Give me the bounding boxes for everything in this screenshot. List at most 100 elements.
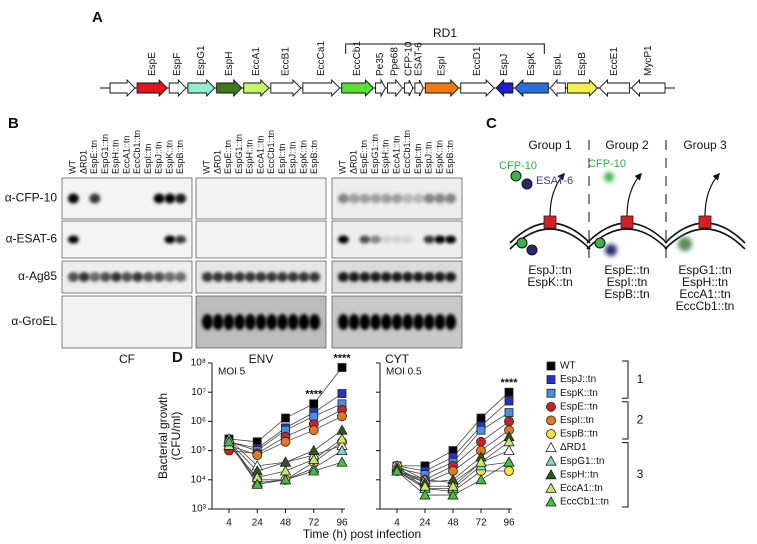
blot-band <box>445 272 457 282</box>
blot-band <box>370 314 382 330</box>
strain-label: EspH::tn <box>682 275 728 289</box>
legend-marker <box>545 455 557 466</box>
blot-band <box>175 193 187 204</box>
blot-panel <box>195 220 327 259</box>
blot-panel <box>61 295 193 349</box>
antibody-label: α-ESAT-6 <box>6 232 58 246</box>
blot-band <box>402 193 414 204</box>
export-arrow <box>626 172 642 217</box>
blot-band <box>391 272 403 282</box>
data-point <box>309 411 319 421</box>
blot-band <box>164 272 176 282</box>
x-tick-label: 48 <box>280 518 292 529</box>
legend-bracket <box>622 401 629 440</box>
legend-marker <box>545 441 557 453</box>
blot-band <box>445 314 457 330</box>
blot-band <box>370 235 382 244</box>
blot-band <box>337 272 349 282</box>
blot-band <box>164 235 176 244</box>
blot-band <box>89 272 101 282</box>
strain-label: EspK::tn <box>527 275 572 289</box>
data-point <box>391 465 403 476</box>
legend-marker <box>545 482 557 493</box>
legend-bracket <box>622 442 629 508</box>
lane-label: WT <box>68 160 78 174</box>
legend-label: WT <box>560 361 576 372</box>
chart-title: MOI 0.5 <box>386 367 422 378</box>
strain-label: EspI::tn <box>607 275 648 289</box>
blot-band <box>380 314 392 330</box>
lane-label: EspI::tn <box>143 143 153 174</box>
data-point <box>308 425 319 436</box>
lane-label: EccCb1::tn <box>266 130 276 174</box>
panel-label: C <box>486 115 497 132</box>
panel-label: A <box>92 9 103 26</box>
blot-band <box>266 272 278 282</box>
lane-label: WT <box>202 160 212 174</box>
data-point <box>504 466 514 476</box>
x-tick-label: 96 <box>503 518 515 529</box>
blot-band <box>67 193 79 204</box>
y-tick-label: 10⁵ <box>191 445 206 456</box>
lane-label: EspG1::tn <box>100 134 110 174</box>
legend-label: EccA1::tn <box>560 483 603 494</box>
complex <box>678 237 692 251</box>
y-tick-label: 10⁴ <box>191 474 206 485</box>
gene-arrow <box>495 78 514 98</box>
strain-label: EccA1::tn <box>679 287 730 301</box>
blot-band <box>201 314 213 330</box>
lane-label: WT <box>338 160 348 174</box>
blot-band <box>445 193 457 204</box>
blot-band <box>412 314 424 330</box>
gene-label: EccCb1 <box>352 41 363 76</box>
data-point <box>337 411 347 422</box>
blot-band <box>276 272 288 282</box>
lane-label: EspK::tn <box>298 140 308 174</box>
export-arrow <box>549 172 565 217</box>
data-point <box>251 478 263 489</box>
gene-label: Pe35 <box>375 52 386 76</box>
lane-label: EspE::tn <box>359 140 369 174</box>
data-point <box>281 413 290 423</box>
legend-marker <box>546 388 556 398</box>
gene-label: CFP-10 <box>403 41 414 76</box>
blot-band <box>67 272 79 282</box>
blot-band <box>337 235 349 244</box>
strain-label: EspE::tn <box>604 263 649 277</box>
fraction-label: CF <box>119 352 135 366</box>
blot-band <box>234 314 246 330</box>
blot-band <box>298 272 310 282</box>
blot-band <box>153 193 165 204</box>
gene-arrow <box>387 78 404 98</box>
lane-label: EspB::tn <box>175 140 185 174</box>
export-arrow <box>704 172 720 217</box>
legend-label: EspE::tn <box>560 401 598 412</box>
lane-label: EspH::tn <box>111 139 121 174</box>
legend-group-label: 3 <box>637 467 644 481</box>
gene-label: EspE <box>147 52 158 76</box>
blot-band <box>153 272 165 282</box>
gene-label: EccD1 <box>472 46 483 76</box>
legend-marker <box>546 429 556 439</box>
gene-label: EspF <box>172 53 183 76</box>
strain-label: EspG1::tn <box>678 263 731 277</box>
gene-arrow <box>109 78 136 98</box>
lane-label: EspJ::tn <box>154 141 164 174</box>
legend-marker <box>546 415 556 426</box>
gene-label: EspI <box>437 56 448 76</box>
x-tick-label: 24 <box>419 518 431 529</box>
lane-label: EspH::tn <box>245 139 255 174</box>
x-tick-label: 96 <box>336 518 348 529</box>
blot-band <box>434 235 446 244</box>
membrane <box>664 228 746 250</box>
legend-marker <box>545 468 557 480</box>
data-point <box>308 453 320 464</box>
protein-label: ESAT-6 <box>536 175 573 187</box>
legend-group-label: 1 <box>637 372 644 386</box>
secretion-system <box>698 215 712 229</box>
antibody-label: α-Ag85 <box>18 269 57 283</box>
fraction-label: ENV <box>249 352 274 366</box>
legend-label: EspG1::tn <box>560 456 604 467</box>
lane-label: EccCb1::tn <box>402 130 412 174</box>
